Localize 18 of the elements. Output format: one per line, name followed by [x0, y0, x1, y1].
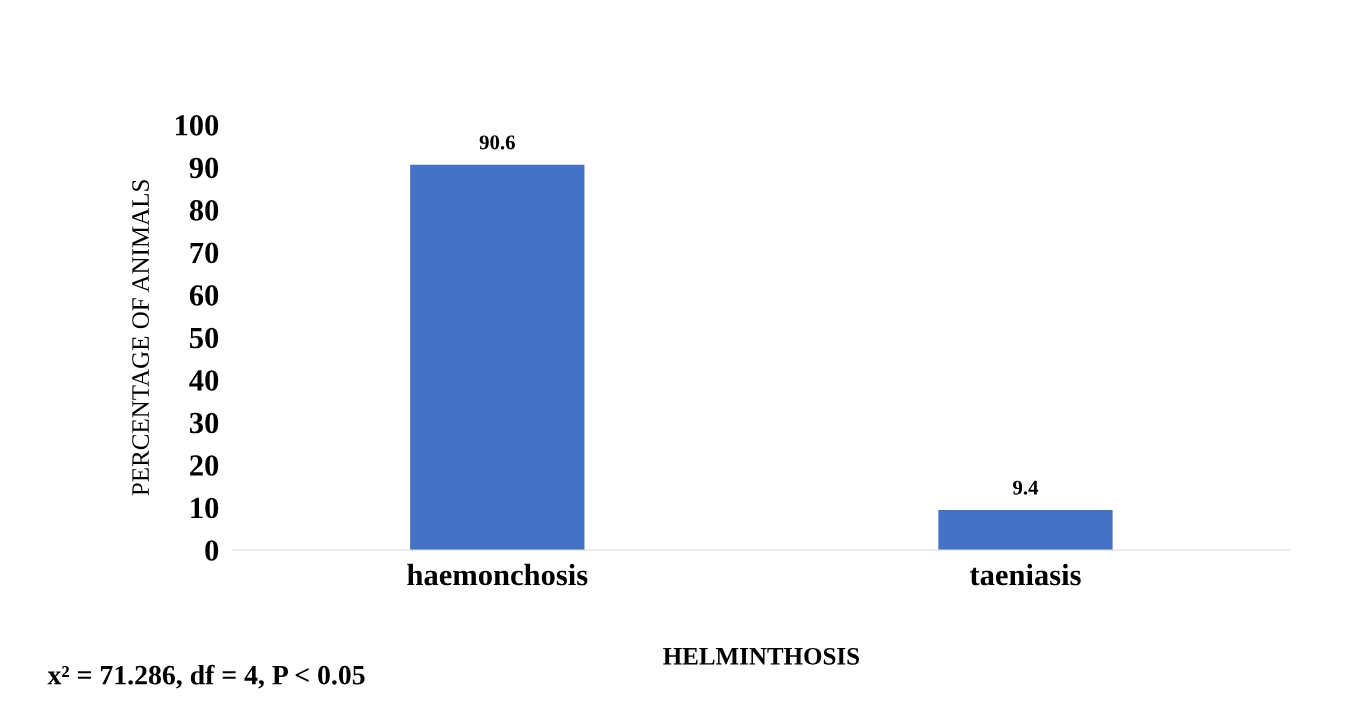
- y-tick-label: 20: [190, 455, 219, 476]
- y-tick-label: 0: [205, 540, 219, 561]
- y-tick-label: 30: [189, 412, 219, 434]
- y-tick-label: 70: [190, 242, 219, 264]
- x-tick-label: haemonchosis: [407, 563, 588, 586]
- y-tick-label: 10: [191, 497, 219, 519]
- y-tick-label: 100: [175, 115, 219, 136]
- data-label: 90.6: [479, 135, 515, 150]
- y-axis-title: PERCENTAGE OF ANIMALS: [132, 180, 149, 496]
- y-tick-label: 50: [190, 327, 219, 349]
- y-tick-label: 90: [189, 157, 219, 179]
- y-tick-label: 60: [189, 285, 219, 306]
- x-axis-title: HELMINTHOSIS: [663, 647, 859, 665]
- x-tick-label: taeniasis: [969, 563, 1081, 586]
- y-tick-label: 40: [189, 370, 219, 391]
- y-tick-label: 80: [189, 200, 219, 221]
- data-label: 9.4: [1013, 480, 1039, 495]
- text: x² = 71.286, df = 4, P < 0.05: [47, 664, 365, 689]
